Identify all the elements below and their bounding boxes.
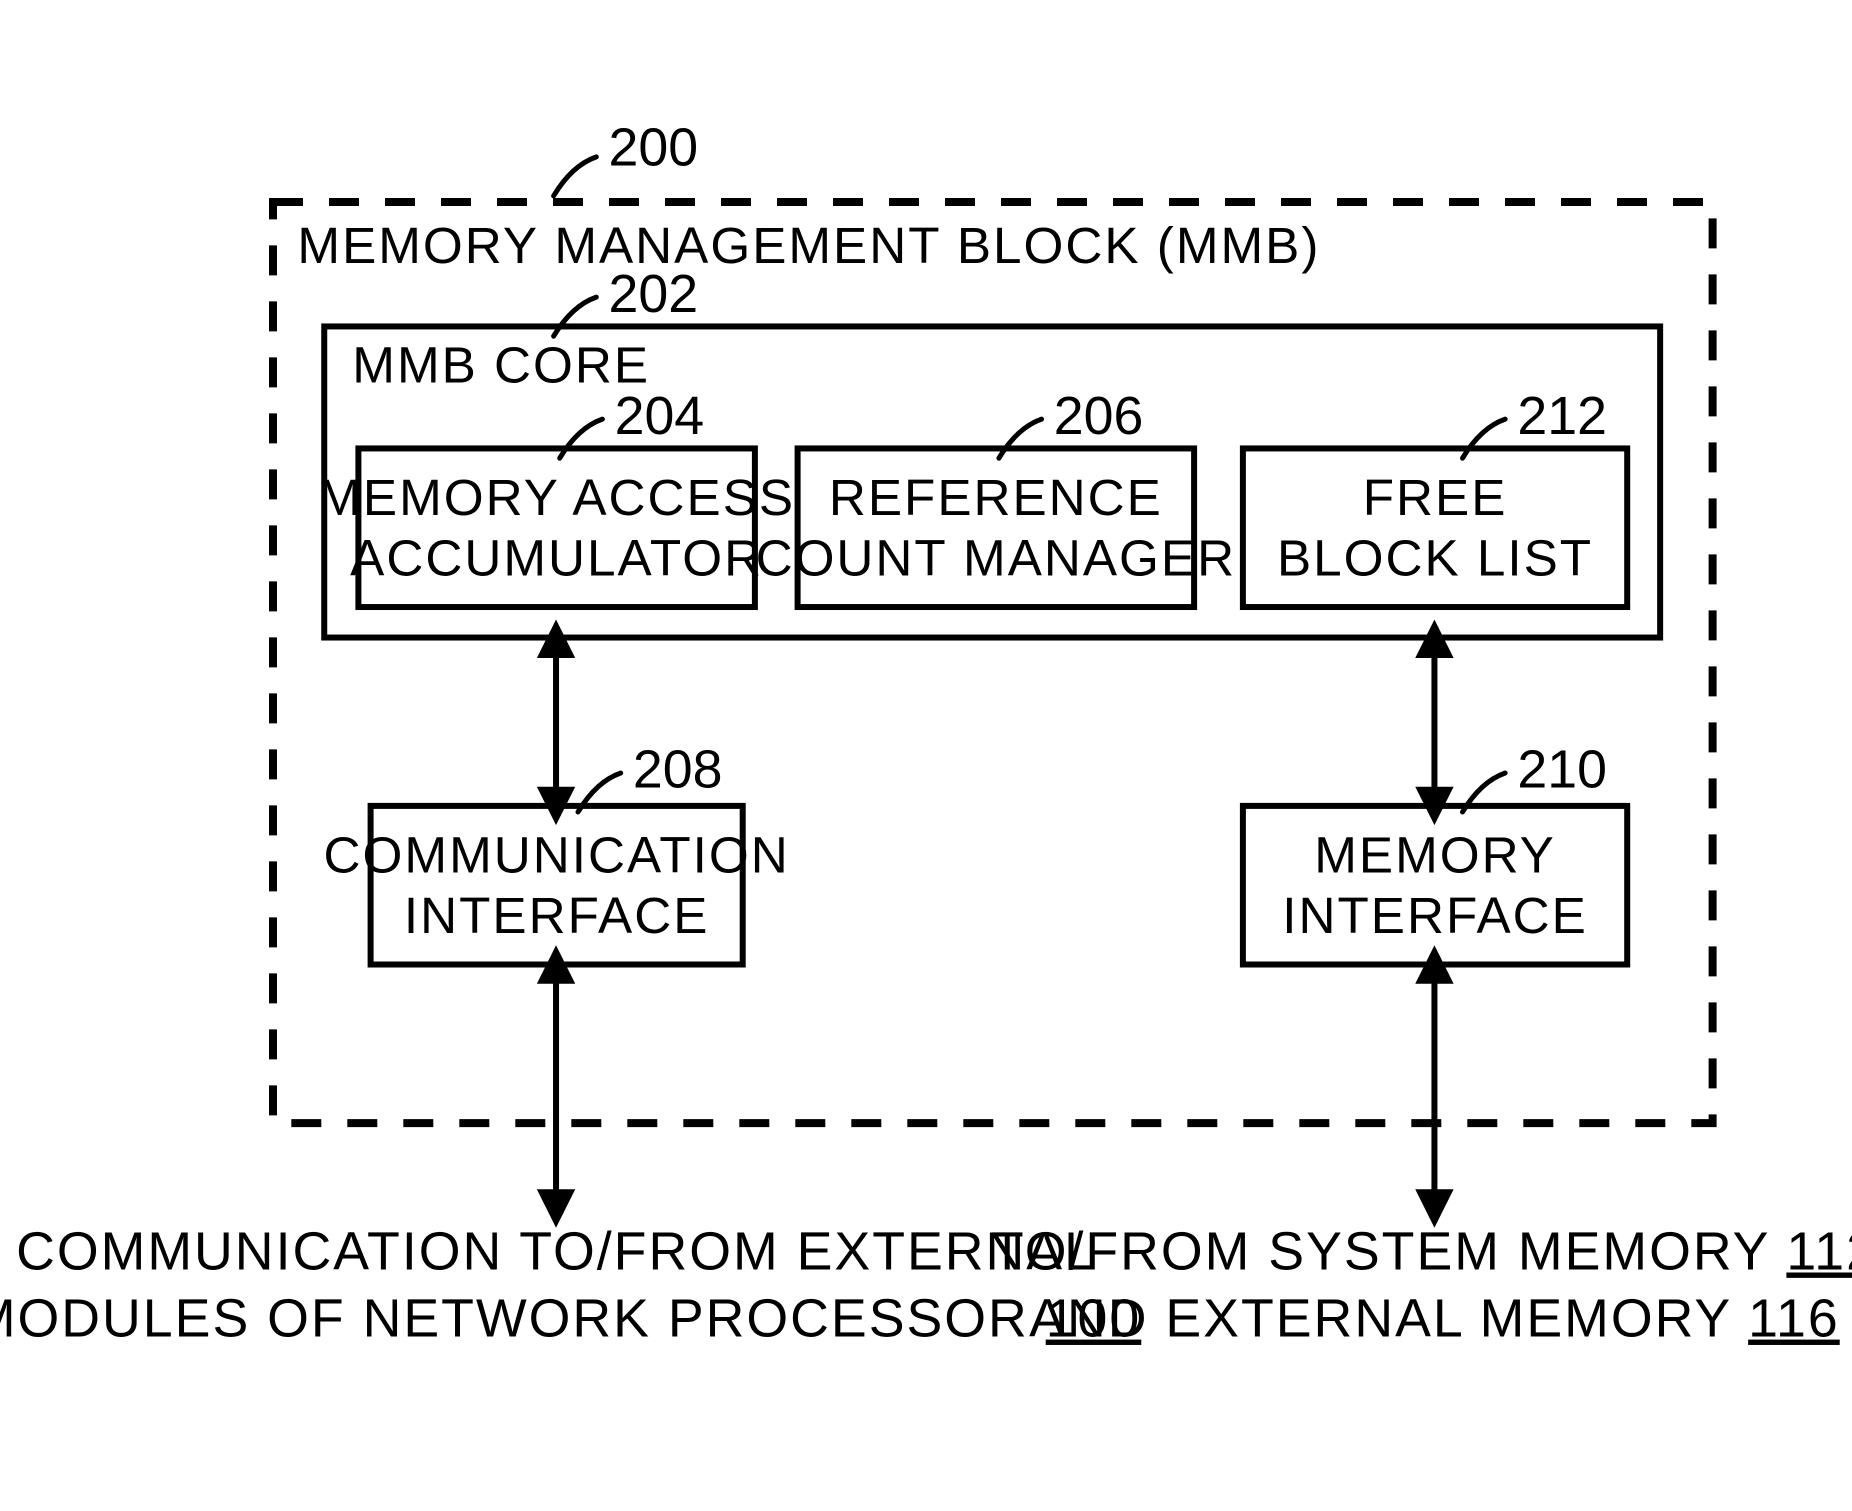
memory-interface-label: MEMORYINTERFACE [1282, 826, 1588, 943]
sys-mem-label: TO/FROM SYSTEM MEMORY 112 AND EXTERNAL ME… [991, 1222, 1852, 1349]
memory-interface-ref: 210 [1517, 740, 1607, 800]
ref-leader [554, 157, 597, 196]
ref-count-manager-label-line0: REFERENCE [829, 469, 1163, 526]
communication-interface-label: COMMUNICATIONINTERFACE [324, 826, 790, 943]
sys-mem-label-l1-s0: AND EXTERNAL MEMORY [1029, 1289, 1748, 1349]
memory-interface-label-line1: INTERFACE [1282, 887, 1588, 944]
ref-count-manager-ref: 206 [1054, 386, 1144, 446]
free-block-list-label-line1: BLOCK LIST [1277, 529, 1593, 586]
mem-access-accumulator-label: MEMORY ACCESSACCUMULATOR [318, 469, 795, 586]
ref-leader [999, 419, 1042, 458]
communication-interface-label-line1: INTERFACE [404, 887, 710, 944]
sys-mem-label-l0-s0: TO/FROM SYSTEM MEMORY [991, 1222, 1787, 1282]
mmb-title: MEMORY MANAGEMENT BLOCK (MMB) [297, 217, 1320, 274]
ref-leader [554, 297, 597, 336]
ref-202: 202 [609, 264, 699, 324]
ref-200: 200 [609, 117, 699, 177]
free-block-list-label: FREEBLOCK LIST [1277, 469, 1593, 586]
communication-interface-ref: 208 [633, 740, 723, 800]
mem-access-accumulator-ref: 204 [615, 386, 705, 446]
ref-leader [1463, 419, 1506, 458]
sys-mem-label-l1-s1: 116 [1748, 1289, 1840, 1349]
mmb-core-title: MMB CORE [352, 337, 650, 394]
ext-modules-label: COMMUNICATION TO/FROM EXTERNAL MODULES OF… [0, 1222, 1141, 1349]
communication-interface-label-line0: COMMUNICATION [324, 826, 790, 883]
ref-count-manager-label: REFERENCECOUNT MANAGER [756, 469, 1237, 586]
ext-modules-label-l1-s0: MODULES OF NETWORK PROCESSOR [0, 1289, 1046, 1349]
mem-access-accumulator-label-line1: ACCUMULATOR [350, 529, 763, 586]
sys-mem-label-l0-s1: 112 [1786, 1222, 1852, 1282]
ref-count-manager-label-line1: COUNT MANAGER [756, 529, 1237, 586]
free-block-list-ref: 212 [1517, 386, 1607, 446]
mem-access-accumulator-label-line0: MEMORY ACCESS [318, 469, 795, 526]
ext-modules-label-l0-s0: COMMUNICATION TO/FROM EXTERNAL [16, 1222, 1096, 1282]
ref-leader [560, 419, 603, 458]
free-block-list-label-line0: FREE [1363, 469, 1508, 526]
memory-interface-label-line0: MEMORY [1314, 826, 1556, 883]
